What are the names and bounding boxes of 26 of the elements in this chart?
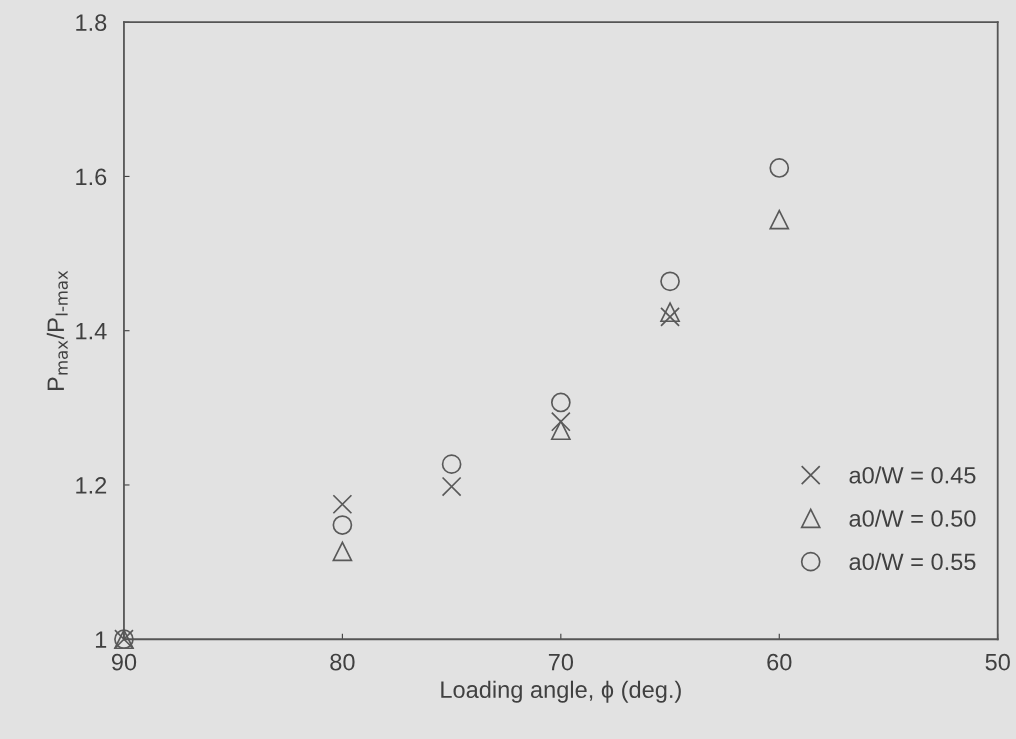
x-tick-label: 60 <box>767 653 792 671</box>
point <box>550 392 571 413</box>
point <box>660 271 680 292</box>
y-tick-label: 1.4 <box>76 323 107 340</box>
point <box>550 420 571 441</box>
point <box>769 158 790 178</box>
point <box>441 454 462 475</box>
x-axis-title: Loading angle, ϕ (deg.) <box>441 680 681 703</box>
legend-label: a0/W = 0.45 <box>849 466 976 484</box>
x-tick-label: 50 <box>985 653 1010 671</box>
x-tick-label: 70 <box>548 653 574 671</box>
y-axis-title: P$_{max}$/P$_{I-max}$ <box>46 270 68 391</box>
x-tick-label: 80 <box>330 653 355 671</box>
y-tick-label: 1.2 <box>76 477 107 494</box>
point <box>332 494 353 515</box>
point <box>441 476 462 497</box>
x-tick-label: 90 <box>111 653 137 671</box>
legend-label: a0/W = 0.55 <box>849 552 976 571</box>
point <box>332 541 353 562</box>
y-tick-label: 1.6 <box>76 168 107 186</box>
point <box>769 209 790 230</box>
y-tick-label: 1.8 <box>76 14 107 31</box>
legend-label: a0/W = 0.50 <box>849 509 976 527</box>
y-tick-label: 1 <box>95 631 107 648</box>
point <box>550 411 571 432</box>
point <box>332 515 353 535</box>
